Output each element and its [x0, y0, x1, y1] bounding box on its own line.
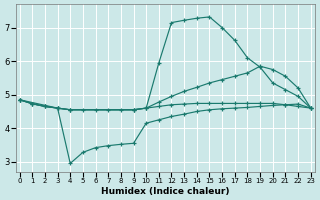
X-axis label: Humidex (Indice chaleur): Humidex (Indice chaleur)	[101, 187, 229, 196]
